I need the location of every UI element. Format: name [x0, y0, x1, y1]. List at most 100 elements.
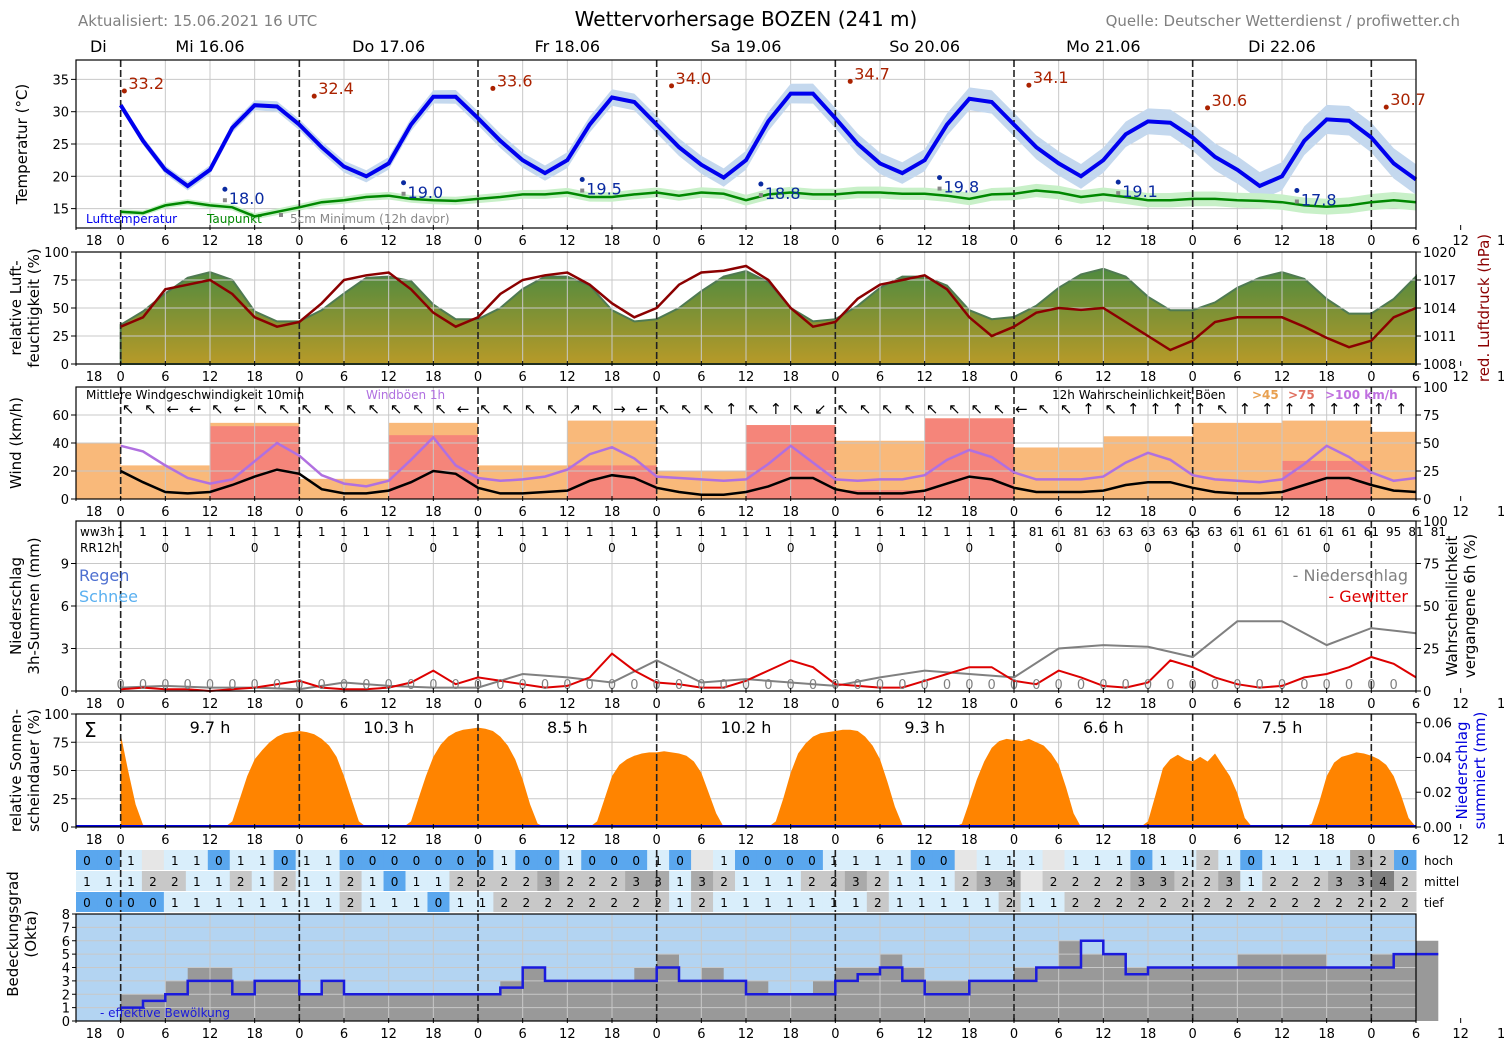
x-tick-label: 12	[738, 833, 755, 848]
x-tick-label: 6	[1233, 1027, 1241, 1042]
cloud-cell	[449, 850, 472, 870]
cloud-cell	[449, 871, 472, 891]
x-tick-label: 0	[1189, 234, 1197, 249]
wind-direction-arrow: ↖	[702, 400, 715, 418]
max-label: 30.6	[1212, 91, 1248, 110]
precip-3h-value: 0	[675, 678, 683, 693]
cloud-cell-value: 0	[764, 854, 772, 868]
cloud-cell-value: 1	[391, 896, 399, 910]
x-tick-label: 18	[86, 833, 103, 848]
precip-3h-value: 0	[1099, 678, 1107, 693]
x-tick-label: 18	[425, 697, 442, 712]
axis-title: Temperatur (°C)	[13, 84, 31, 206]
cloud-cell	[910, 871, 934, 891]
y-tick-label: 6	[62, 935, 70, 950]
x-tick-label: 12	[1274, 1027, 1291, 1042]
cloud-cell	[800, 850, 824, 870]
x-tick-label: 0	[831, 1027, 839, 1042]
precip-3h-value: 0	[1367, 678, 1375, 693]
axis-title: relative Sonnen-scheindauer (%)	[7, 709, 43, 832]
cloud-cell-value: 0	[435, 854, 443, 868]
gust-prob-45-bar	[1371, 431, 1416, 499]
cloud-cell	[1262, 871, 1285, 891]
axis-title-line: vergangene 6h (%)	[1461, 534, 1479, 678]
cloud-cell-value: 3	[1138, 875, 1146, 889]
cloud-cell-value: 1	[1335, 854, 1343, 868]
precip-3h-value: 0	[340, 678, 348, 693]
legend-gust: Windböen 1h	[366, 388, 445, 402]
x-tick-label: 12	[380, 1027, 397, 1042]
x-tick-label: 18	[1140, 370, 1157, 385]
precip-3h-value: 0	[295, 678, 303, 693]
x-tick-label: 12	[1274, 697, 1291, 712]
x-tick-label: 0	[1189, 370, 1197, 385]
cloud-cell	[493, 871, 516, 891]
ww3h-code: 63	[1185, 525, 1200, 539]
x-tick-label: 18	[961, 697, 978, 712]
precip-3h-value: 0	[541, 678, 549, 693]
x-tick-label: 12	[1095, 697, 1112, 712]
cloud-cell	[800, 892, 824, 912]
y-tick-label-right: 75	[1423, 409, 1440, 424]
wind-direction-arrow: ↖	[658, 400, 671, 418]
precip-3h-value: 0	[117, 678, 125, 693]
ww3h-code: 1	[832, 525, 840, 539]
x-tick-label: 6	[161, 1027, 169, 1042]
y-tick-label: 2	[62, 988, 70, 1003]
cloud-cell	[295, 871, 319, 891]
cloud-cell-value: 1	[105, 875, 113, 889]
cloud-cell-value: 1	[742, 896, 750, 910]
y-tick-label-right: 0.02	[1423, 786, 1452, 801]
cloud-cell-value: 0	[369, 854, 377, 868]
cloud-cell	[691, 892, 714, 912]
x-tick-label: 18	[961, 1027, 978, 1042]
y-tick-label: 50	[52, 302, 69, 317]
ww3h-code: 1	[899, 525, 907, 539]
x-tick-label: 6	[340, 370, 348, 385]
cloud-cell-value: 0	[413, 854, 421, 868]
x-tick-label: 18	[1318, 234, 1335, 249]
cloud-cell	[691, 850, 714, 870]
cloud-cell-value: 3	[1335, 875, 1343, 889]
x-tick-label: 12	[1452, 505, 1469, 520]
precip-3h-value: 0	[787, 678, 795, 693]
ww3h-code: 63	[1163, 525, 1178, 539]
x-tick-label: 12	[738, 697, 755, 712]
cloud-cell-value: 1	[303, 896, 311, 910]
x-tick-label: 0	[117, 697, 125, 712]
min-label: 17.8	[1301, 191, 1337, 210]
y-tick-label-right: 1011	[1423, 330, 1456, 345]
precip-3h-value: 0	[407, 678, 415, 693]
cloud-cell	[1328, 850, 1351, 870]
max-label: 30.7	[1390, 90, 1426, 109]
daily-sunshine-total: 7.5 h	[1262, 718, 1303, 737]
ww3h-code: 1	[988, 525, 996, 539]
cloud-cell-value: 2	[830, 875, 838, 889]
precip-3h-value: 0	[429, 678, 437, 693]
x-tick-label: 6	[1055, 697, 1063, 712]
y-tick-label: 9	[61, 558, 69, 573]
cloud-cell-value: 1	[852, 896, 860, 910]
x-tick-label: 18	[604, 1027, 621, 1042]
cloud-cell	[1394, 892, 1417, 912]
cloud-cell	[515, 850, 538, 870]
wind-direction-arrow: ↑	[725, 400, 738, 418]
cloud-cell	[976, 850, 1000, 870]
cloud-cell	[317, 892, 341, 912]
cloud-cell	[1130, 892, 1153, 912]
axis-title-line: red. Luftdruck (hPa)	[1475, 234, 1493, 382]
rr12h-value: 0	[876, 541, 884, 555]
y-tick-label: 15	[52, 203, 69, 218]
x-tick-label: 6	[1233, 697, 1241, 712]
day-label: Di	[90, 37, 107, 56]
precip-3h-value: 0	[764, 678, 772, 693]
cloud-cell	[493, 892, 516, 912]
x-tick-label: 18	[1318, 1027, 1335, 1042]
ground-min-marker	[1116, 191, 1121, 196]
x-tick-label: 6	[1233, 234, 1241, 249]
precip-3h-value: 0	[1323, 678, 1331, 693]
cloud-cell	[735, 892, 758, 912]
cloud-cell-value: 1	[325, 896, 333, 910]
x-tick-label: 6	[1412, 370, 1420, 385]
precip-3h-value: 0	[1032, 678, 1040, 693]
